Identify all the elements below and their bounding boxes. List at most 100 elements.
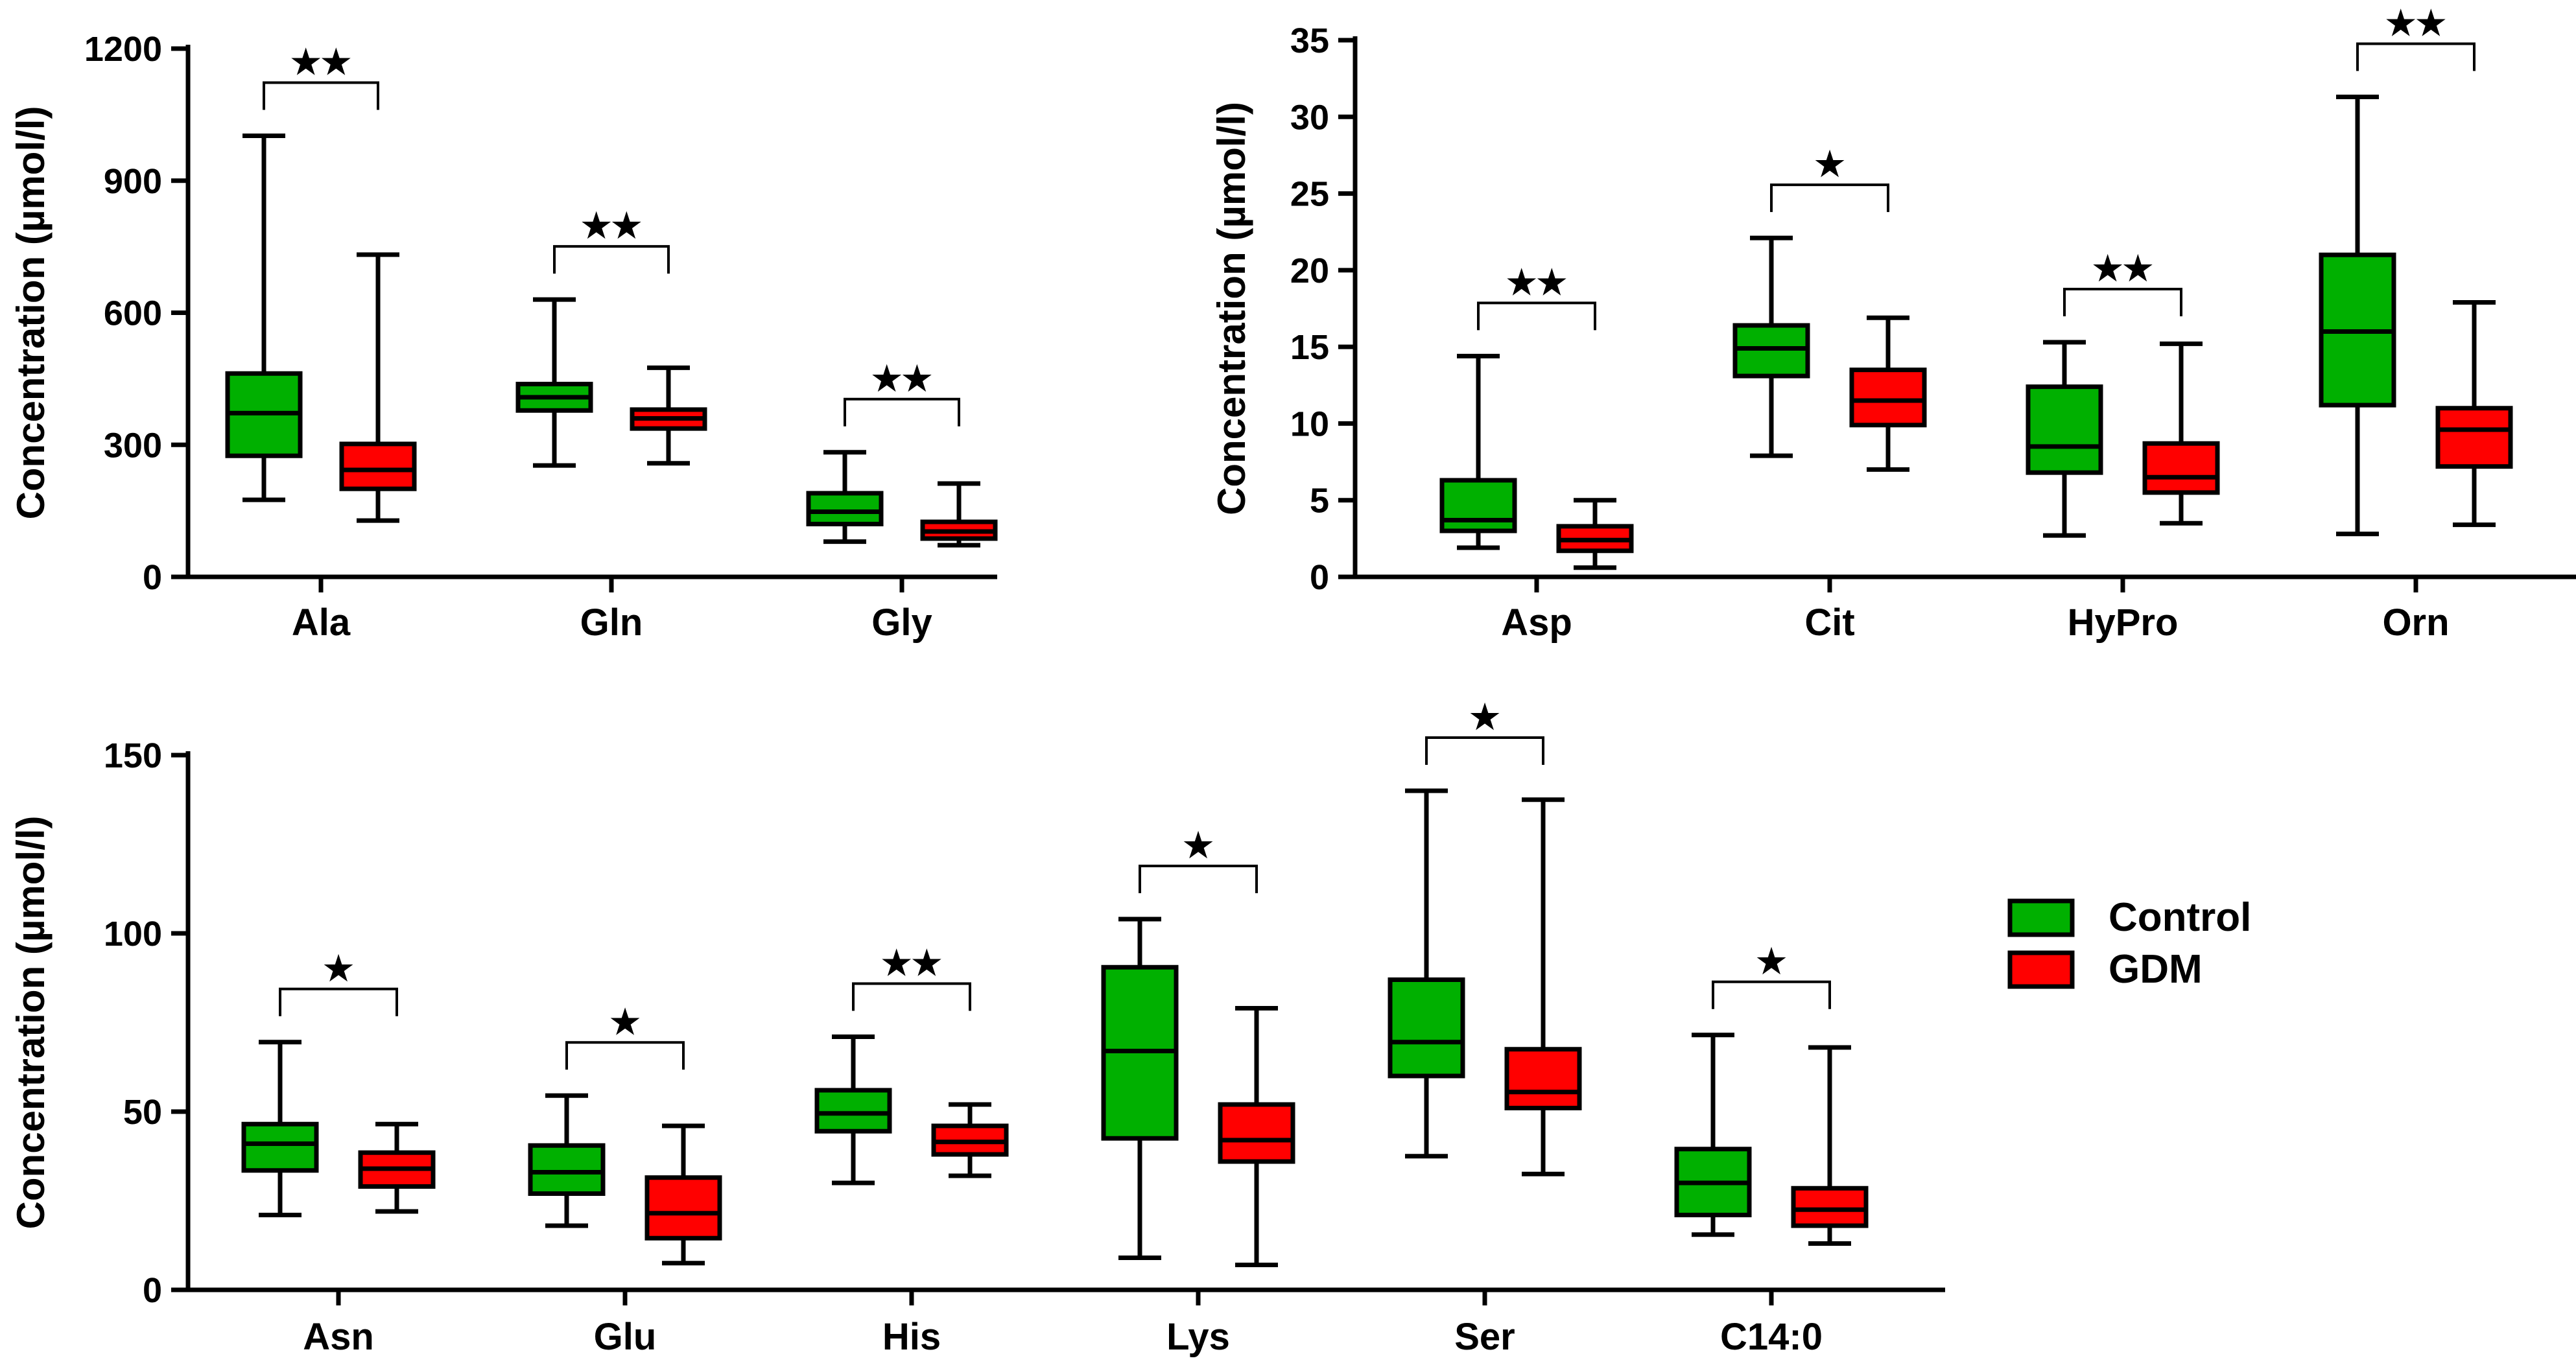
gdm-box-hypro — [2142, 341, 2220, 526]
significance-bracket — [263, 81, 379, 110]
y-tick-label: 150 — [104, 736, 162, 775]
significance-stars: ★★ — [2092, 250, 2153, 288]
gdm-box-asp — [1556, 498, 1634, 570]
gdm-box-his — [931, 1102, 1009, 1178]
y-tick-label: 10 — [1290, 404, 1329, 443]
control-box-ala — [225, 133, 303, 502]
y-tick-label: 35 — [1290, 21, 1329, 60]
significance-stars: ★★ — [581, 207, 641, 245]
gdm-box-lys — [1218, 1006, 1295, 1267]
significance-stars: ★ — [1815, 146, 1845, 183]
control-box-gly — [806, 450, 884, 544]
y-tick-label: 100 — [104, 915, 162, 953]
x-tick-label: Cit — [1804, 602, 1854, 644]
iqr-box — [1849, 368, 1927, 428]
y-tick-label: 600 — [104, 294, 162, 333]
significance-bracket — [844, 397, 960, 426]
significance-stars: ★ — [1470, 699, 1500, 736]
control-box-cit — [1732, 235, 1810, 458]
x-tick-label: HyPro — [2068, 602, 2179, 644]
chart-panel-3: 0 50 100 150 Concentration (µmol/l) Asn ★ Glu ★ H… — [9, 699, 1945, 1358]
control-box-glu — [528, 1093, 606, 1228]
iqr-box — [1439, 478, 1517, 533]
significance-bracket — [279, 987, 398, 1016]
x-tick-label: His — [882, 1316, 941, 1358]
control-box-c140 — [1674, 1033, 1752, 1237]
y-tick-label: 50 — [123, 1093, 162, 1132]
y-axis-title: Concentration (µmol/l) — [9, 816, 53, 1230]
legend: Control GDM — [2007, 895, 2251, 992]
x-tick-label: Asn — [303, 1316, 374, 1358]
control-box-lys — [1101, 917, 1179, 1260]
legend-item-control: Control — [2007, 895, 2251, 940]
iqr-box — [339, 441, 417, 491]
legend-label: Control — [2109, 895, 2251, 940]
y-tick-label: 5 — [1310, 482, 1329, 520]
significance-bracket — [553, 245, 670, 274]
y-tick-label: 900 — [104, 162, 162, 201]
significance-bracket — [2063, 288, 2182, 317]
significance-stars: ★★ — [290, 43, 351, 81]
significance-bracket — [565, 1041, 685, 1070]
iqr-box — [2435, 406, 2513, 469]
y-tick-label: 20 — [1290, 251, 1329, 290]
control-box-gln — [515, 297, 593, 468]
significance-bracket — [1139, 865, 1258, 893]
gdm-box-orn — [2435, 300, 2513, 528]
y-tick-label: 30 — [1290, 98, 1329, 137]
y-tick-label: 25 — [1290, 175, 1329, 214]
y-tick-label: 0 — [143, 558, 162, 597]
control-box-asp — [1439, 353, 1517, 550]
gdm-box-ala — [339, 252, 417, 523]
iqr-box — [806, 491, 884, 526]
x-tick-label: Ala — [292, 602, 351, 644]
x-tick-label: Orn — [2382, 602, 2449, 644]
significance-stars: ★ — [1183, 827, 1214, 865]
legend-label: GDM — [2109, 947, 2203, 992]
significance-stars: ★★ — [871, 360, 932, 398]
significance-stars: ★★ — [881, 945, 941, 983]
iqr-box — [1218, 1102, 1295, 1164]
y-tick-label: 300 — [104, 426, 162, 465]
iqr-box — [1791, 1186, 1869, 1228]
iqr-box — [644, 1175, 722, 1241]
gdm-box-gln — [630, 365, 707, 466]
x-tick-label: Glu — [594, 1316, 657, 1358]
iqr-box — [2142, 441, 2220, 495]
gdm-box-glu — [644, 1123, 722, 1266]
gdm-box-gly — [920, 481, 998, 548]
iqr-box — [814, 1088, 892, 1134]
x-tick-label: Gly — [871, 602, 932, 644]
significance-bracket — [2356, 42, 2476, 71]
x-tick-label: Ser — [1454, 1316, 1515, 1358]
gdm-box-c140 — [1791, 1045, 1869, 1246]
significance-stars: ★★ — [1506, 264, 1566, 301]
control-box-hypro — [2026, 340, 2103, 538]
significance-bracket — [1770, 183, 1889, 213]
chart-panel-2: 0 5 10 15 20 25 30 35 Concentration (µmol/l) Asp ★… — [1210, 5, 2576, 644]
y-tick-label: 1200 — [84, 30, 162, 69]
y-tick-label: 0 — [1310, 558, 1329, 597]
significance-stars: ★ — [1756, 943, 1787, 981]
control-box-his — [814, 1034, 892, 1186]
y-tick-label: 15 — [1290, 328, 1329, 367]
control-box-orn — [2319, 95, 2396, 537]
gdm-box-cit — [1849, 315, 1927, 472]
x-tick-label: Gln — [580, 602, 643, 644]
significance-stars: ★ — [610, 1003, 641, 1041]
legend-swatch — [2007, 950, 2075, 989]
iqr-box — [1732, 323, 1810, 379]
x-tick-label: Lys — [1166, 1316, 1230, 1358]
control-box-ser — [1388, 788, 1465, 1159]
x-tick-label: Asp — [1501, 602, 1572, 644]
legend-swatch — [2007, 898, 2075, 937]
chart-panel-1: 0 300 600 900 1200 Concentration (µmol/l) Ala ★… — [9, 30, 998, 644]
iqr-box — [2026, 384, 2103, 475]
gdm-box-ser — [1504, 797, 1582, 1176]
x-tick-label: C14:0 — [1720, 1316, 1823, 1358]
iqr-box — [241, 1121, 319, 1173]
y-axis-title: Concentration (µmol/l) — [9, 106, 53, 520]
significance-bracket — [1477, 301, 1596, 331]
y-tick-label: 0 — [143, 1271, 162, 1310]
